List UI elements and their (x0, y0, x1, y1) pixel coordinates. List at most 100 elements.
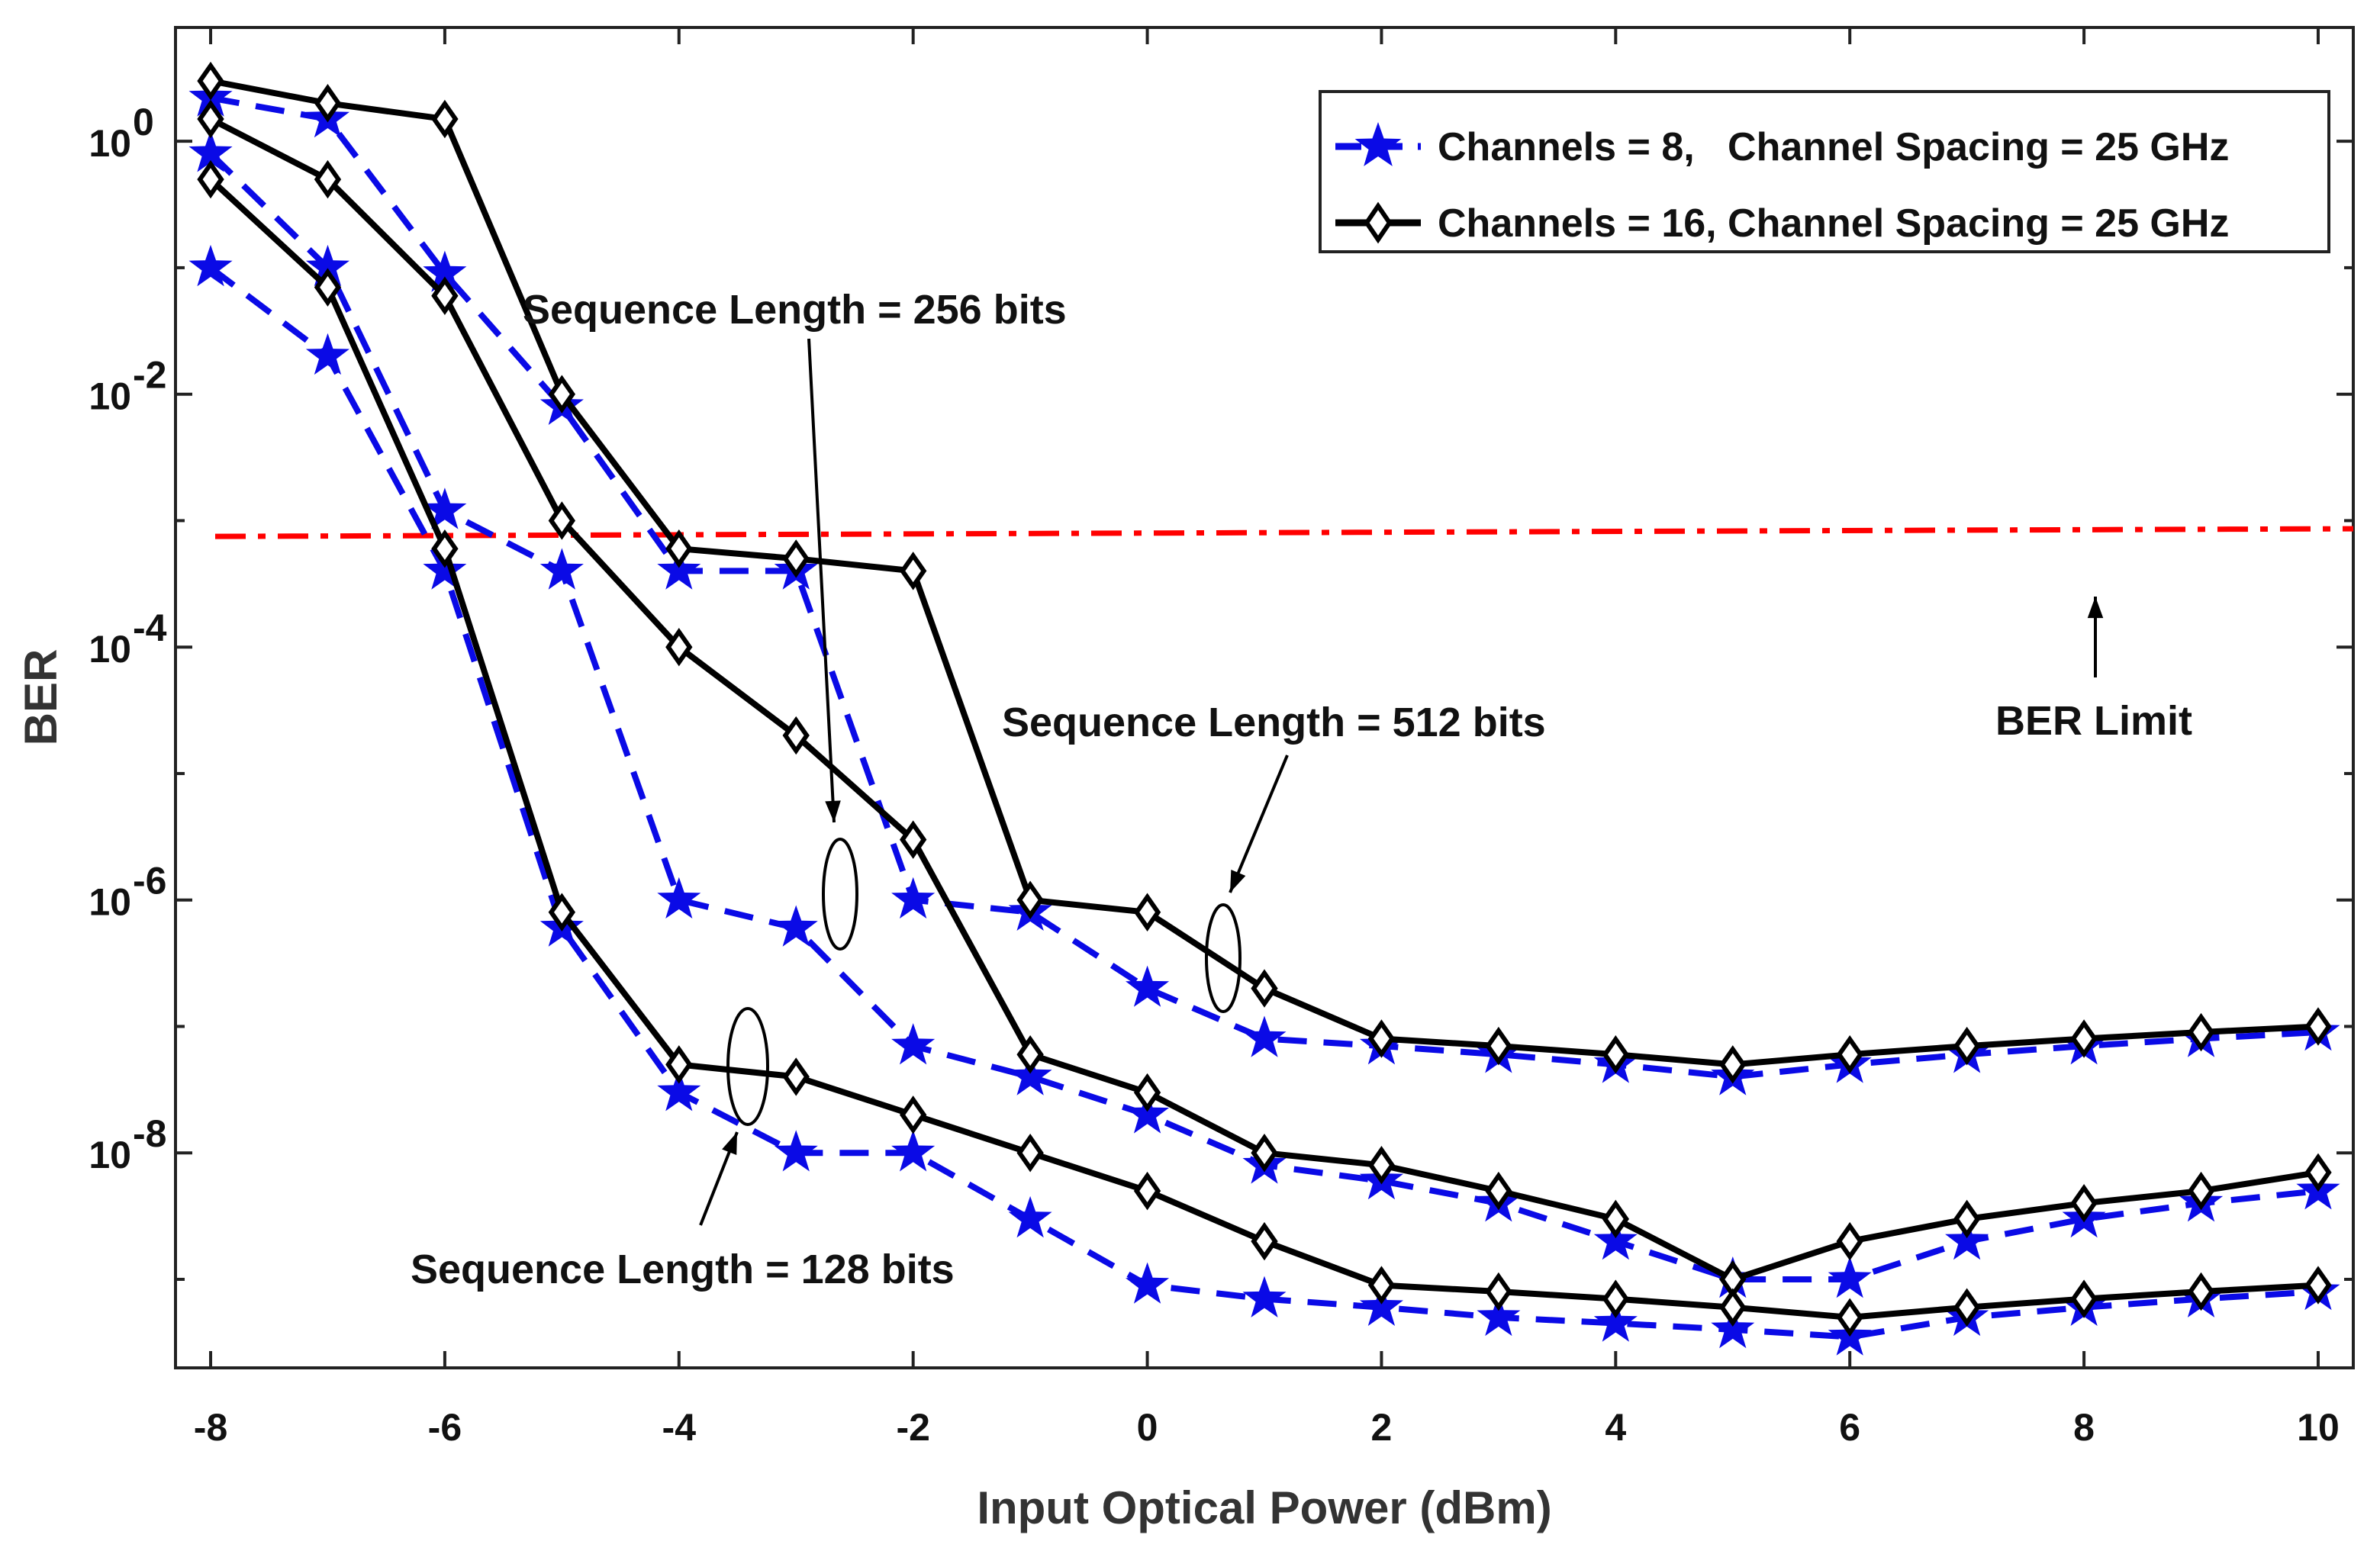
x-tick-label: 4 (1605, 1406, 1626, 1449)
diamond-marker (1016, 1034, 1044, 1074)
ellipse-seq-128 (726, 1007, 769, 1126)
star-marker (1945, 1218, 1989, 1260)
arrow-head (1230, 870, 1246, 893)
y-tick-label-exponent: -6 (133, 860, 166, 902)
diamond-marker (1133, 1171, 1161, 1211)
diamond-marker (1251, 1221, 1278, 1261)
y-tick-label-exponent: -2 (133, 354, 166, 397)
annotation-ber-limit: BER Limit (1995, 698, 2192, 744)
x-axis-title: Input Optical Power (dBm) (977, 1482, 1551, 1533)
star-marker (423, 250, 467, 292)
diamond-marker (900, 552, 927, 590)
x-tick-label: 10 (2297, 1406, 2340, 1449)
arrow-seq-128 (699, 1131, 739, 1226)
diamond-marker (1367, 1146, 1396, 1185)
diamond-marker (314, 159, 342, 199)
diamond-marker (548, 375, 576, 413)
arrow-shaft (807, 338, 836, 823)
y-tick-label-exponent: -8 (133, 1112, 166, 1155)
arrow-shaft (1229, 754, 1289, 893)
diamond-marker (197, 159, 224, 199)
diamond-marker (1836, 1221, 1863, 1261)
y-tick-label-exponent: 0 (133, 101, 154, 143)
star-marker (891, 1023, 936, 1065)
diamond-marker (1953, 1199, 1981, 1239)
x-tick-label: -2 (896, 1406, 929, 1449)
diamond-marker (431, 276, 459, 315)
diamond-marker (1836, 1034, 1863, 1074)
series-4 (197, 61, 2332, 1084)
star-marker (1242, 1015, 1287, 1057)
annotation-seq-512: Sequence Length = 512 bits (1002, 700, 1546, 745)
diamond-marker (1367, 1019, 1396, 1058)
x-tick-label: -8 (194, 1406, 227, 1449)
arrow-seq-512 (1229, 754, 1289, 893)
diamond-marker (2070, 1019, 2098, 1058)
diamond-marker (1367, 1266, 1396, 1305)
star-marker (1593, 1300, 1638, 1342)
diamond-marker (665, 1045, 693, 1084)
x-tick-label: 8 (2073, 1406, 2095, 1449)
diamond-marker (314, 84, 342, 123)
diamond-marker (431, 99, 459, 139)
star-marker (305, 333, 349, 375)
diamond-marker (1016, 880, 1044, 919)
star-marker (1828, 1256, 1872, 1298)
star-marker (423, 548, 467, 590)
star-marker (1126, 1092, 1170, 1134)
diamond-marker (314, 268, 342, 307)
star-marker (1242, 1276, 1287, 1318)
annotation-seq-128: Sequence Length = 128 bits (411, 1247, 955, 1292)
diamond-marker (665, 529, 693, 568)
y-tick-label-base: 10 (89, 1134, 131, 1176)
star-marker (423, 487, 467, 529)
y-tick-label-exponent: -4 (133, 606, 167, 649)
ellipse-seq-256 (822, 838, 858, 951)
y-tick-label-base: 10 (89, 628, 131, 671)
star-marker (774, 905, 818, 947)
x-tick-label: -6 (428, 1406, 462, 1449)
legend-diamond-marker-icon (1364, 201, 1393, 244)
arrow-seq-256 (807, 338, 841, 823)
diamond-marker (2187, 1012, 2215, 1052)
diamond-marker (1953, 1026, 1981, 1066)
diamond-marker (2304, 1007, 2332, 1046)
star-marker (657, 877, 701, 919)
series-layer (188, 61, 2340, 1356)
diamond-marker (1016, 1133, 1044, 1173)
diamond-marker (1485, 1171, 1512, 1211)
annotation-seq-256: Sequence Length = 256 bits (523, 287, 1067, 333)
star-marker (188, 130, 233, 172)
ellipse-seq-512 (1205, 903, 1242, 1013)
diamond-marker (1133, 893, 1161, 932)
star-marker (891, 1130, 936, 1172)
diamond-marker (1485, 1272, 1512, 1311)
legend-star-marker-icon (1354, 122, 1402, 166)
diamond-marker (1485, 1026, 1512, 1066)
diamond-marker (2304, 1266, 2332, 1305)
star-marker (1008, 1195, 1052, 1238)
star-marker (1008, 1054, 1052, 1096)
star-marker (1711, 1306, 1755, 1349)
diamond-marker (1602, 1279, 1629, 1318)
diamond-marker (2070, 1279, 2098, 1318)
star-marker (657, 548, 701, 590)
x-tick-label: -4 (662, 1406, 697, 1449)
arrow-head (2087, 597, 2104, 619)
diamond-marker (665, 627, 693, 667)
star-marker (1126, 965, 1170, 1007)
legend: Channels = 8, Channel Spacing = 25 GHz C… (1319, 90, 2330, 253)
diamond-marker (782, 716, 810, 755)
diamond-marker (782, 539, 810, 578)
diamond-marker (1251, 969, 1278, 1008)
diamond-marker (197, 99, 224, 139)
arrow-head (722, 1132, 737, 1155)
annotation-shapes (699, 338, 2104, 1226)
star-marker (305, 244, 349, 287)
legend-box (1319, 90, 2330, 253)
star-marker (891, 877, 936, 919)
diamond-marker (548, 893, 576, 932)
star-marker (1359, 1284, 1403, 1326)
